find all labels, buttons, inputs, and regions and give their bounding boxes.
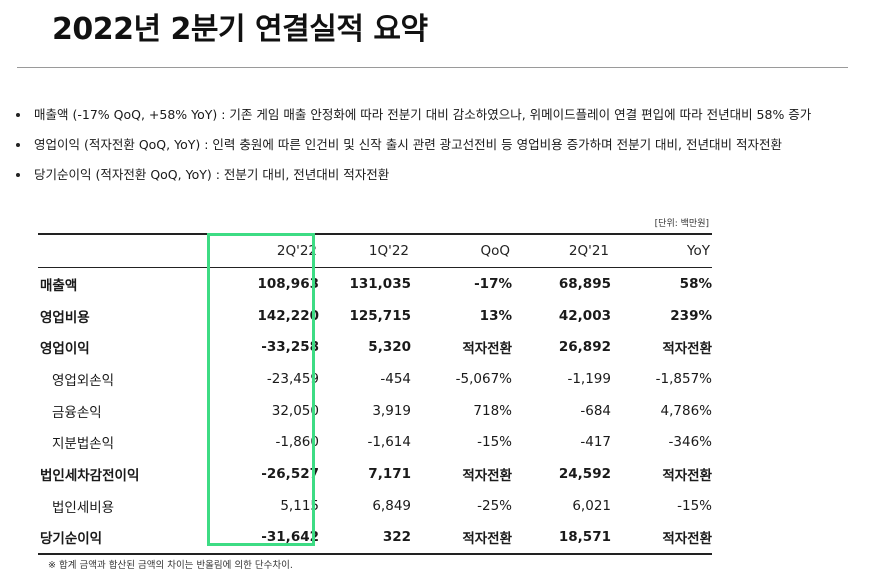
table-cell: 적자전환 [462,341,512,358]
summary-bullets: 매출액 (-17% QoQ, +58% YoY) : 기존 게임 매출 안정화에… [14,100,811,190]
table-cell: 42,003 [558,307,611,324]
table-cell: 적자전환 [411,521,512,556]
table-row: 법인세비용 5,115 6,849 -25% 6,021 -15% [38,490,712,522]
row-label: 지분법손익 [52,436,115,453]
table-row: 금융손익 32,050 3,919 718% -684 4,786% [38,395,712,427]
table-cell: -346% [668,434,712,451]
table-cell: -15% [677,497,712,514]
row-label: 매출액 [40,277,78,294]
table-cell: 26,892 [558,339,611,356]
table-cell: 32,050 [271,402,319,419]
table-cell: -33,258 [261,339,319,356]
row-label: 영업이익 [40,341,90,358]
table-cell: 3,919 [372,402,411,419]
table-cell: 5,320 [368,339,411,356]
table-cell: -31,642 [206,521,319,556]
table-cell: -26,527 [261,465,319,482]
table-row: 영업외손익 -23,459 -454 -5,067% -1,199 -1,857% [38,363,712,395]
table-cell: -1,614 [367,434,411,451]
row-label: 금융손익 [52,404,102,421]
table-cell: -25% [477,497,512,514]
bullet-revenue: 매출액 (-17% QoQ, +58% YoY) : 기존 게임 매출 안정화에… [14,100,811,130]
header-1q22: 1Q'22 [319,233,411,268]
table-cell: 5,115 [280,497,319,514]
table-cell: 239% [670,307,712,324]
row-label: 법인세차감전이익 [40,467,140,484]
bullet-dot-icon [16,173,20,177]
table-cell: 322 [319,521,411,556]
table-cell: -15% [477,434,512,451]
table-row: 법인세차감전이익 -26,527 7,171 적자전환 24,592 적자전환 [38,458,712,490]
bullet-dot-icon [16,143,20,147]
table-cell: 6,021 [572,497,611,514]
table-cell: 24,592 [558,465,611,482]
table-row: 당기순이익 -31,642 322 적자전환 18,571 적자전환 [38,521,712,556]
bullet-dot-icon [16,113,20,117]
unit-label: [단위: 백만원] [654,219,709,229]
table-cell: -1,860 [275,434,319,451]
page-title: 2022년 2분기 연결실적 요약 [52,12,428,47]
bullet-operating-income: 영업이익 (적자전환 QoQ, YoY) : 인력 충원에 따른 인건비 및 신… [14,130,811,160]
row-label: 법인세비용 [52,499,115,516]
title-divider [17,67,848,68]
table-header-row: 2Q'22 1Q'22 QoQ 2Q'21 YoY [38,233,712,268]
table-cell: -684 [580,402,611,419]
table-cell: -1,857% [655,370,712,387]
table-cell: 적자전환 [662,467,712,484]
table-cell: -5,067% [455,370,512,387]
financial-summary-table: 2Q'22 1Q'22 QoQ 2Q'21 YoY 매출액 108,963 131,… [38,233,712,556]
table-row: 매출액 108,963 131,035 -17% 68,895 58% [38,268,712,300]
table-row: 영업비용 142,220 125,715 13% 42,003 239% [38,300,712,332]
footnote: ※ 합계 금액과 합산된 금액의 차이는 반올림에 의한 단수차이. [48,560,293,571]
table-cell: 4,786% [660,402,712,419]
table-cell: 131,035 [349,275,412,292]
table-cell: 142,220 [257,307,320,324]
table-cell: 718% [473,402,512,419]
table-cell: 13% [479,307,512,324]
header-2q22: 2Q'22 [206,233,319,268]
table-cell: 18,571 [512,521,611,556]
table-cell: 적자전환 [662,341,712,358]
header-yoy: YoY [611,233,712,268]
bullet-net-income: 당기순이익 (적자전환 QoQ, YoY) : 전분기 대비, 전년대비 적자전… [14,160,811,190]
table-cell: 적자전환 [611,521,712,556]
table-cell: 6,849 [372,497,411,514]
table-row: 영업이익 -33,258 5,320 적자전환 26,892 적자전환 [38,331,712,363]
row-label: 영업외손익 [52,372,115,389]
table-cell: 적자전환 [462,467,512,484]
header-label [38,233,206,268]
table-row: 지분법손익 -1,860 -1,614 -15% -417 -346% [38,426,712,458]
table-cell: -17% [474,275,512,292]
header-2q21: 2Q'21 [512,233,611,268]
table-cell: 125,715 [349,307,412,324]
header-qoq: QoQ [411,233,512,268]
table-cell: -417 [580,434,611,451]
table-cell: 7,171 [368,465,411,482]
table-cell: -454 [380,370,411,387]
table-cell: -1,199 [567,370,611,387]
row-label: 당기순이익 [38,521,206,556]
table-cell: 68,895 [558,275,611,292]
table-cell: 58% [679,275,712,292]
table-cell: -23,459 [266,370,319,387]
row-label: 영업비용 [40,309,90,326]
table-cell: 108,963 [257,275,320,292]
table-body: 매출액 108,963 131,035 -17% 68,895 58% 영업비용 142,22… [38,268,712,556]
